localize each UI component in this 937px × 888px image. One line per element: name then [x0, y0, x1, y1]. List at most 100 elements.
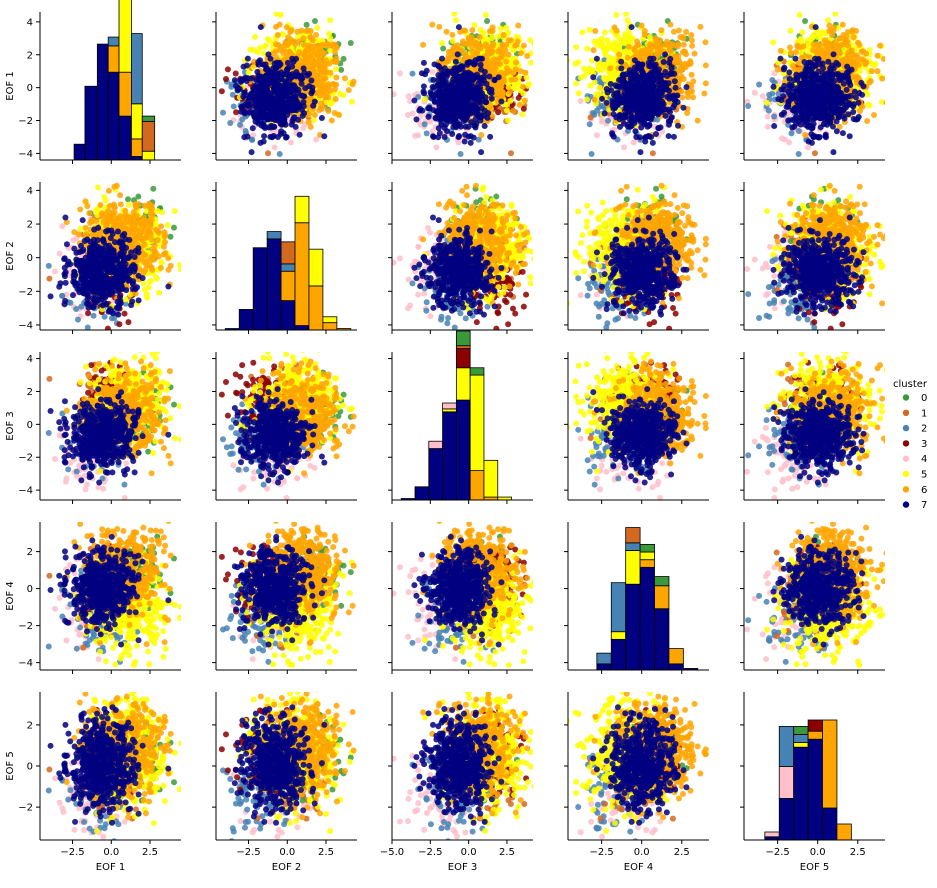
scatter-point-cluster-6 [624, 54, 631, 61]
scatter-point-cluster-6 [327, 69, 334, 76]
y-tick-label: 2 [27, 50, 33, 61]
scatter-point-cluster-5 [536, 108, 542, 114]
scatter-point-cluster-6 [323, 57, 330, 64]
scatter-point-cluster-6 [308, 49, 315, 56]
scatter-point-cluster-6 [487, 44, 494, 51]
scatter-point-cluster-2 [601, 172, 607, 178]
scatter-point-cluster-7 [462, 123, 469, 130]
scatter-point-cluster-7 [464, 59, 471, 66]
scatter-point-cluster-5 [575, 59, 582, 66]
scatter-point-cluster-1 [587, 114, 594, 121]
scatter-point-cluster-7 [311, 98, 318, 105]
scatter-point-cluster-6 [488, 65, 495, 72]
scatter-point-cluster-6 [650, 43, 657, 50]
scatter-point-cluster-5 [623, 12, 630, 17]
y-axis-title: EOF 1 [5, 71, 16, 100]
scatter-point-cluster-6 [500, 31, 507, 38]
scatter-point-cluster-7 [462, 94, 469, 101]
scatter-point-cluster-5 [533, 36, 539, 42]
scatter-point-cluster-6 [311, 111, 318, 118]
scatter-point-cluster-4 [429, 68, 436, 75]
scatter-point-cluster-5 [488, 35, 495, 42]
scatter-point-cluster-7 [478, 149, 485, 156]
scatter-point-cluster-7 [456, 121, 463, 128]
scatter-point-cluster-6 [513, 59, 520, 66]
scatter-point-cluster-4 [392, 91, 397, 98]
scatter-point-cluster-6 [307, 123, 314, 130]
scatter-point-cluster-6 [688, 37, 695, 44]
hist-bar [118, 0, 132, 73]
scatter-point-cluster-6 [590, 47, 597, 54]
scatter-point-cluster-4 [597, 165, 603, 171]
scatter-point-cluster-2 [461, 172, 467, 178]
scatter-point-cluster-7 [285, 74, 292, 81]
scatter-point-cluster-5 [314, 24, 321, 31]
scatter-point-cluster-4 [262, 165, 268, 171]
scatter-point-cluster-7 [265, 89, 272, 96]
scatter-point-cluster-4 [577, 97, 584, 104]
scatter-point-cluster-6 [328, 117, 335, 124]
scatter-point-cluster-6 [524, 53, 531, 60]
scatter-point-cluster-6 [498, 69, 505, 76]
scatter-point-cluster-5 [497, 25, 504, 32]
scatter-point-cluster-5 [327, 99, 334, 106]
scatter-point-cluster-6 [331, 86, 338, 93]
scatter-point-cluster-7 [477, 117, 484, 124]
scatter-point-cluster-7 [449, 90, 456, 97]
scatter-point-cluster-7 [265, 51, 272, 58]
scatter-point-cluster-4 [313, 136, 320, 143]
scatter-point-cluster-4 [433, 144, 440, 151]
scatter-point-cluster-5 [575, 90, 582, 97]
scatter-point-cluster-6 [503, 58, 510, 65]
scatter-point-cluster-6 [688, 71, 695, 78]
scatter-point-cluster-7 [269, 134, 276, 141]
scatter-point-cluster-6 [307, 61, 314, 68]
scatter-point-cluster-6 [290, 38, 297, 45]
scatter-point-cluster-6 [325, 42, 332, 49]
scatter-point-cluster-7 [425, 105, 432, 112]
scatter-point-cluster-7 [666, 59, 673, 66]
scatter-point-cluster-3 [233, 109, 240, 116]
scatter-point-cluster-5 [277, 12, 284, 18]
scatter-point-cluster-7 [435, 114, 442, 121]
scatter-point-cluster-7 [258, 95, 265, 102]
scatter-point-cluster-7 [471, 122, 478, 129]
scatter-point-cluster-7 [484, 114, 491, 121]
hist-bar [118, 115, 132, 161]
scatter-point-cluster-7 [467, 139, 474, 146]
scatter-point-cluster-7 [478, 112, 485, 119]
scatter-point-cluster-6 [270, 50, 277, 57]
hist-bar [96, 43, 109, 161]
scatter-point-cluster-6 [459, 38, 466, 45]
scatter-point-cluster-4 [429, 128, 436, 135]
scatter-point-cluster-6 [476, 34, 483, 41]
scatter-point-cluster-7 [284, 100, 291, 107]
scatter-point-cluster-6 [631, 45, 638, 52]
scatter-point-cluster-2 [415, 93, 422, 100]
scatter-point-cluster-7 [441, 125, 448, 132]
scatter-point-cluster-7 [288, 98, 295, 105]
scatter-point-cluster-5 [557, 51, 563, 57]
scatter-point-cluster-6 [308, 66, 315, 73]
scatter-point-cluster-7 [261, 74, 268, 81]
scatter-point-cluster-7 [451, 65, 458, 72]
scatter-point-cluster-6 [305, 110, 312, 117]
scatter-point-cluster-7 [284, 59, 291, 66]
scatter-point-cluster-7 [233, 82, 240, 89]
scatter-point-cluster-7 [298, 80, 305, 87]
scatter-point-cluster-6 [691, 50, 698, 57]
scatter-point-cluster-7 [467, 85, 474, 92]
scatter-point-cluster-6 [493, 88, 500, 95]
scatter-point-cluster-4 [426, 118, 433, 125]
scatter-point-cluster-6 [295, 38, 302, 45]
scatter-point-cluster-6 [469, 27, 476, 34]
scatter-point-cluster-7 [465, 133, 472, 140]
scatter-point-cluster-7 [498, 98, 505, 105]
scatter-point-cluster-7 [276, 115, 283, 122]
scatter-point-cluster-6 [300, 35, 307, 42]
scatter-point-cluster-2 [457, 150, 464, 157]
scatter-point-cluster-6 [308, 44, 315, 51]
scatter-point-cluster-5 [332, 66, 339, 73]
scatter-point-cluster-7 [443, 73, 450, 80]
scatter-point-cluster-6 [682, 51, 689, 58]
